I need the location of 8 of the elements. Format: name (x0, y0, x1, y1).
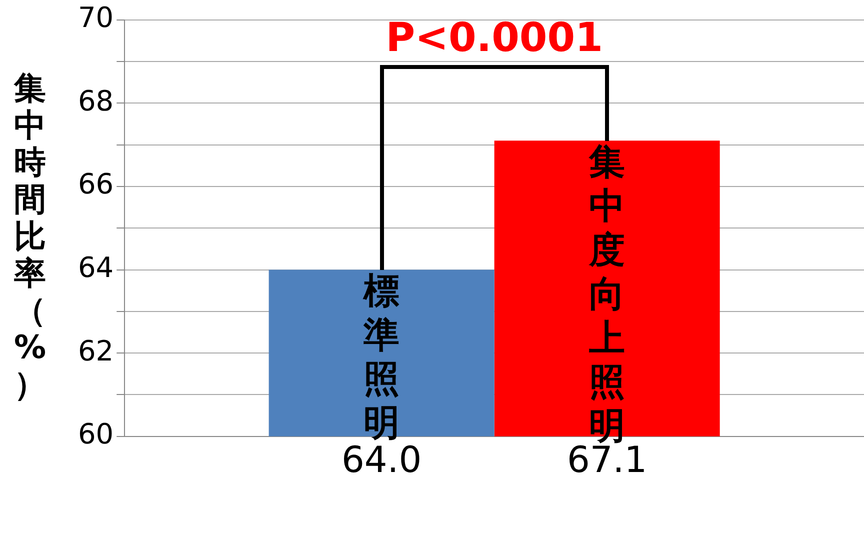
y-tick-label: 62 (78, 334, 114, 368)
y-tick-label: 64 (78, 251, 114, 284)
text: 集中時間比率（%） (14, 69, 46, 403)
y-tick-label: 66 (78, 168, 114, 201)
y-tick-label: 68 (78, 84, 114, 118)
annotation: P<0.0001 (386, 15, 603, 62)
y-tick-label: 70 (78, 1, 114, 34)
y-tick-label: 60 (78, 418, 114, 451)
